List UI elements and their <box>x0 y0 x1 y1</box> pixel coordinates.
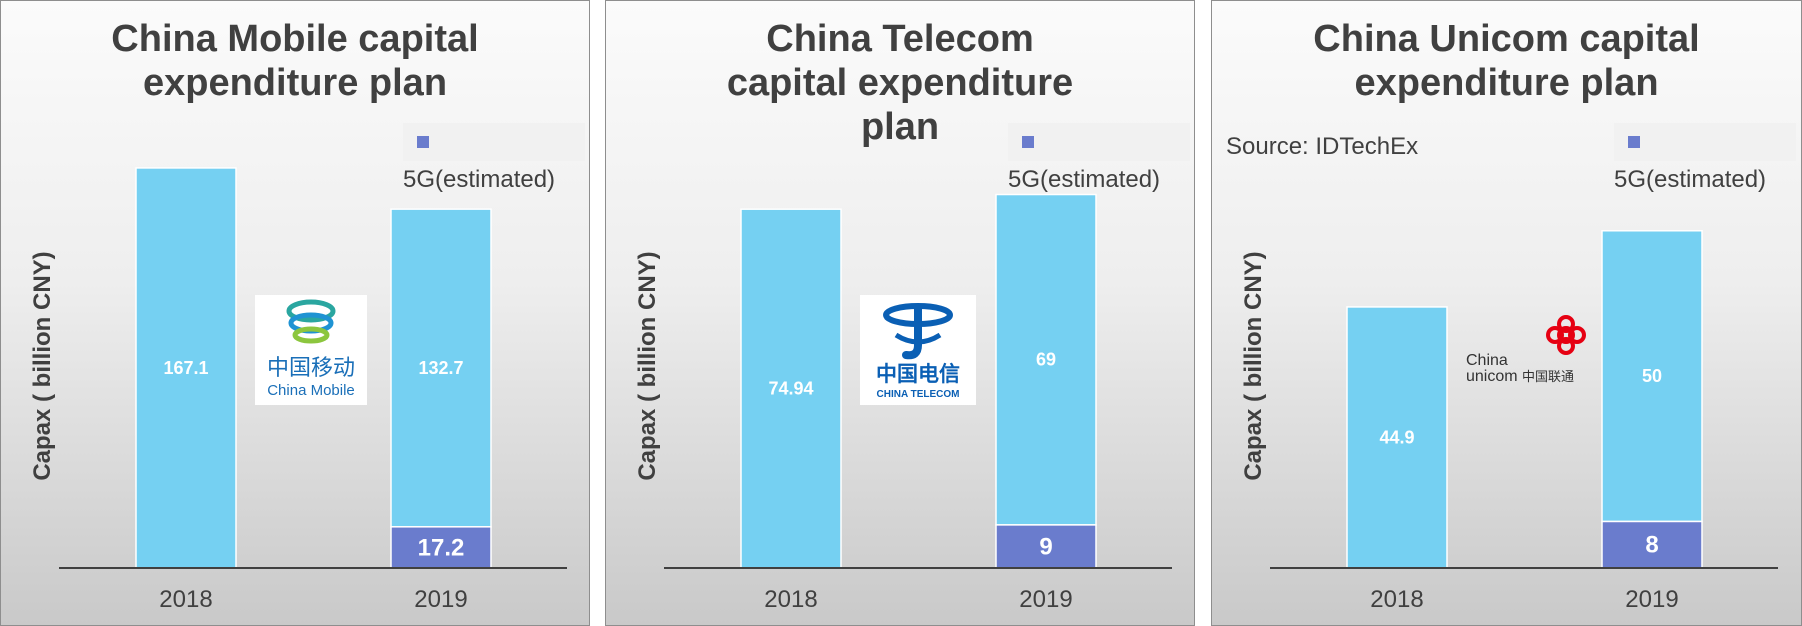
legend: 5G(estimated) <box>1614 123 1796 193</box>
legend: 5G(estimated) <box>1008 123 1190 193</box>
bar-5g-2019 <box>1601 520 1703 569</box>
chart-panel-china-unicom: China Unicom capital expenditure plan So… <box>1211 0 1802 626</box>
plot-area: 44.9 2018 50 8 2019 <box>1270 230 1778 613</box>
data-label-total-2018: 167.1 <box>163 358 208 378</box>
legend-swatch-5g <box>1628 136 1640 148</box>
bar-total-2019 <box>390 208 492 528</box>
chart-title: China Mobile capital expenditure plan <box>111 18 479 104</box>
chart-title: China Telecom capital expenditure plan <box>726 18 1074 148</box>
bar-total-2019 <box>995 193 1097 526</box>
china-telecom-logo: 中国电信 CHINA TELECOM <box>860 295 976 405</box>
x-tick-label-2018: 2018 <box>159 586 212 613</box>
china-unicom-logo: China unicom 中国联通 <box>1462 311 1592 391</box>
data-label-total-2018: 44.9 <box>1379 427 1414 447</box>
legend: 5G(estimated) <box>403 123 585 193</box>
x-tick-label-2019: 2019 <box>1625 586 1678 613</box>
x-tick-label-2018: 2018 <box>1370 586 1423 613</box>
x-tick-label-2019: 2019 <box>1019 586 1072 613</box>
legend-swatch-5g <box>1022 136 1034 148</box>
data-label-total-2018: 74.94 <box>768 379 813 399</box>
chart-panel-china-telecom: China Telecom capital expenditure plan 5… <box>605 0 1195 626</box>
x-tick-label-2019: 2019 <box>414 586 467 613</box>
data-label-5g-2019: 8 <box>1645 532 1658 559</box>
bar-5g-2019 <box>390 526 492 569</box>
chart-title: China Unicom capital expenditure plan <box>1313 18 1700 104</box>
legend-label-5g: 5G(estimated) <box>403 166 556 193</box>
bar-5g-2019 <box>995 524 1097 569</box>
data-label-total-2019: 50 <box>1642 366 1662 386</box>
data-label-total-2019: 132.7 <box>418 358 463 378</box>
data-label-total-2019: 69 <box>1036 350 1056 370</box>
bar-total-2018 <box>135 167 237 569</box>
legend-label-5g: 5G(estimated) <box>1008 166 1161 193</box>
bar-total-2019 <box>1601 230 1703 523</box>
legend-swatch-5g <box>417 136 429 148</box>
data-label-5g-2019: 9 <box>1039 533 1052 560</box>
plot-area: 74.94 2018 69 9 2019 <box>664 193 1172 613</box>
legend-label-5g: 5G(estimated) <box>1614 166 1767 193</box>
logo-en-text: CHINA TELECOM <box>877 389 960 400</box>
logo-en-text-1: China <box>1466 352 1508 369</box>
logo-en-text-2: unicom <box>1466 368 1518 385</box>
x-tick-label-2018: 2018 <box>764 586 817 613</box>
chart-panel-china-mobile: China Mobile capital expenditure plan 5G… <box>0 0 590 626</box>
data-label-5g-2019: 17.2 <box>418 534 465 561</box>
logo-cn-text: 中国联通 <box>1522 370 1574 385</box>
source-note: Source: IDTechEx <box>1226 133 1419 160</box>
logo-cn-text: 中国移动 <box>267 356 355 381</box>
logo-cn-text: 中国电信 <box>876 362 960 386</box>
logo-en-text: China Mobile <box>267 382 355 399</box>
bar-total-2018 <box>740 208 842 569</box>
plot-area: 167.1 2018 132.7 17.2 2019 <box>59 167 567 613</box>
china-mobile-logo: 中国移动 China Mobile <box>255 295 367 405</box>
bar-total-2018 <box>1346 306 1448 569</box>
